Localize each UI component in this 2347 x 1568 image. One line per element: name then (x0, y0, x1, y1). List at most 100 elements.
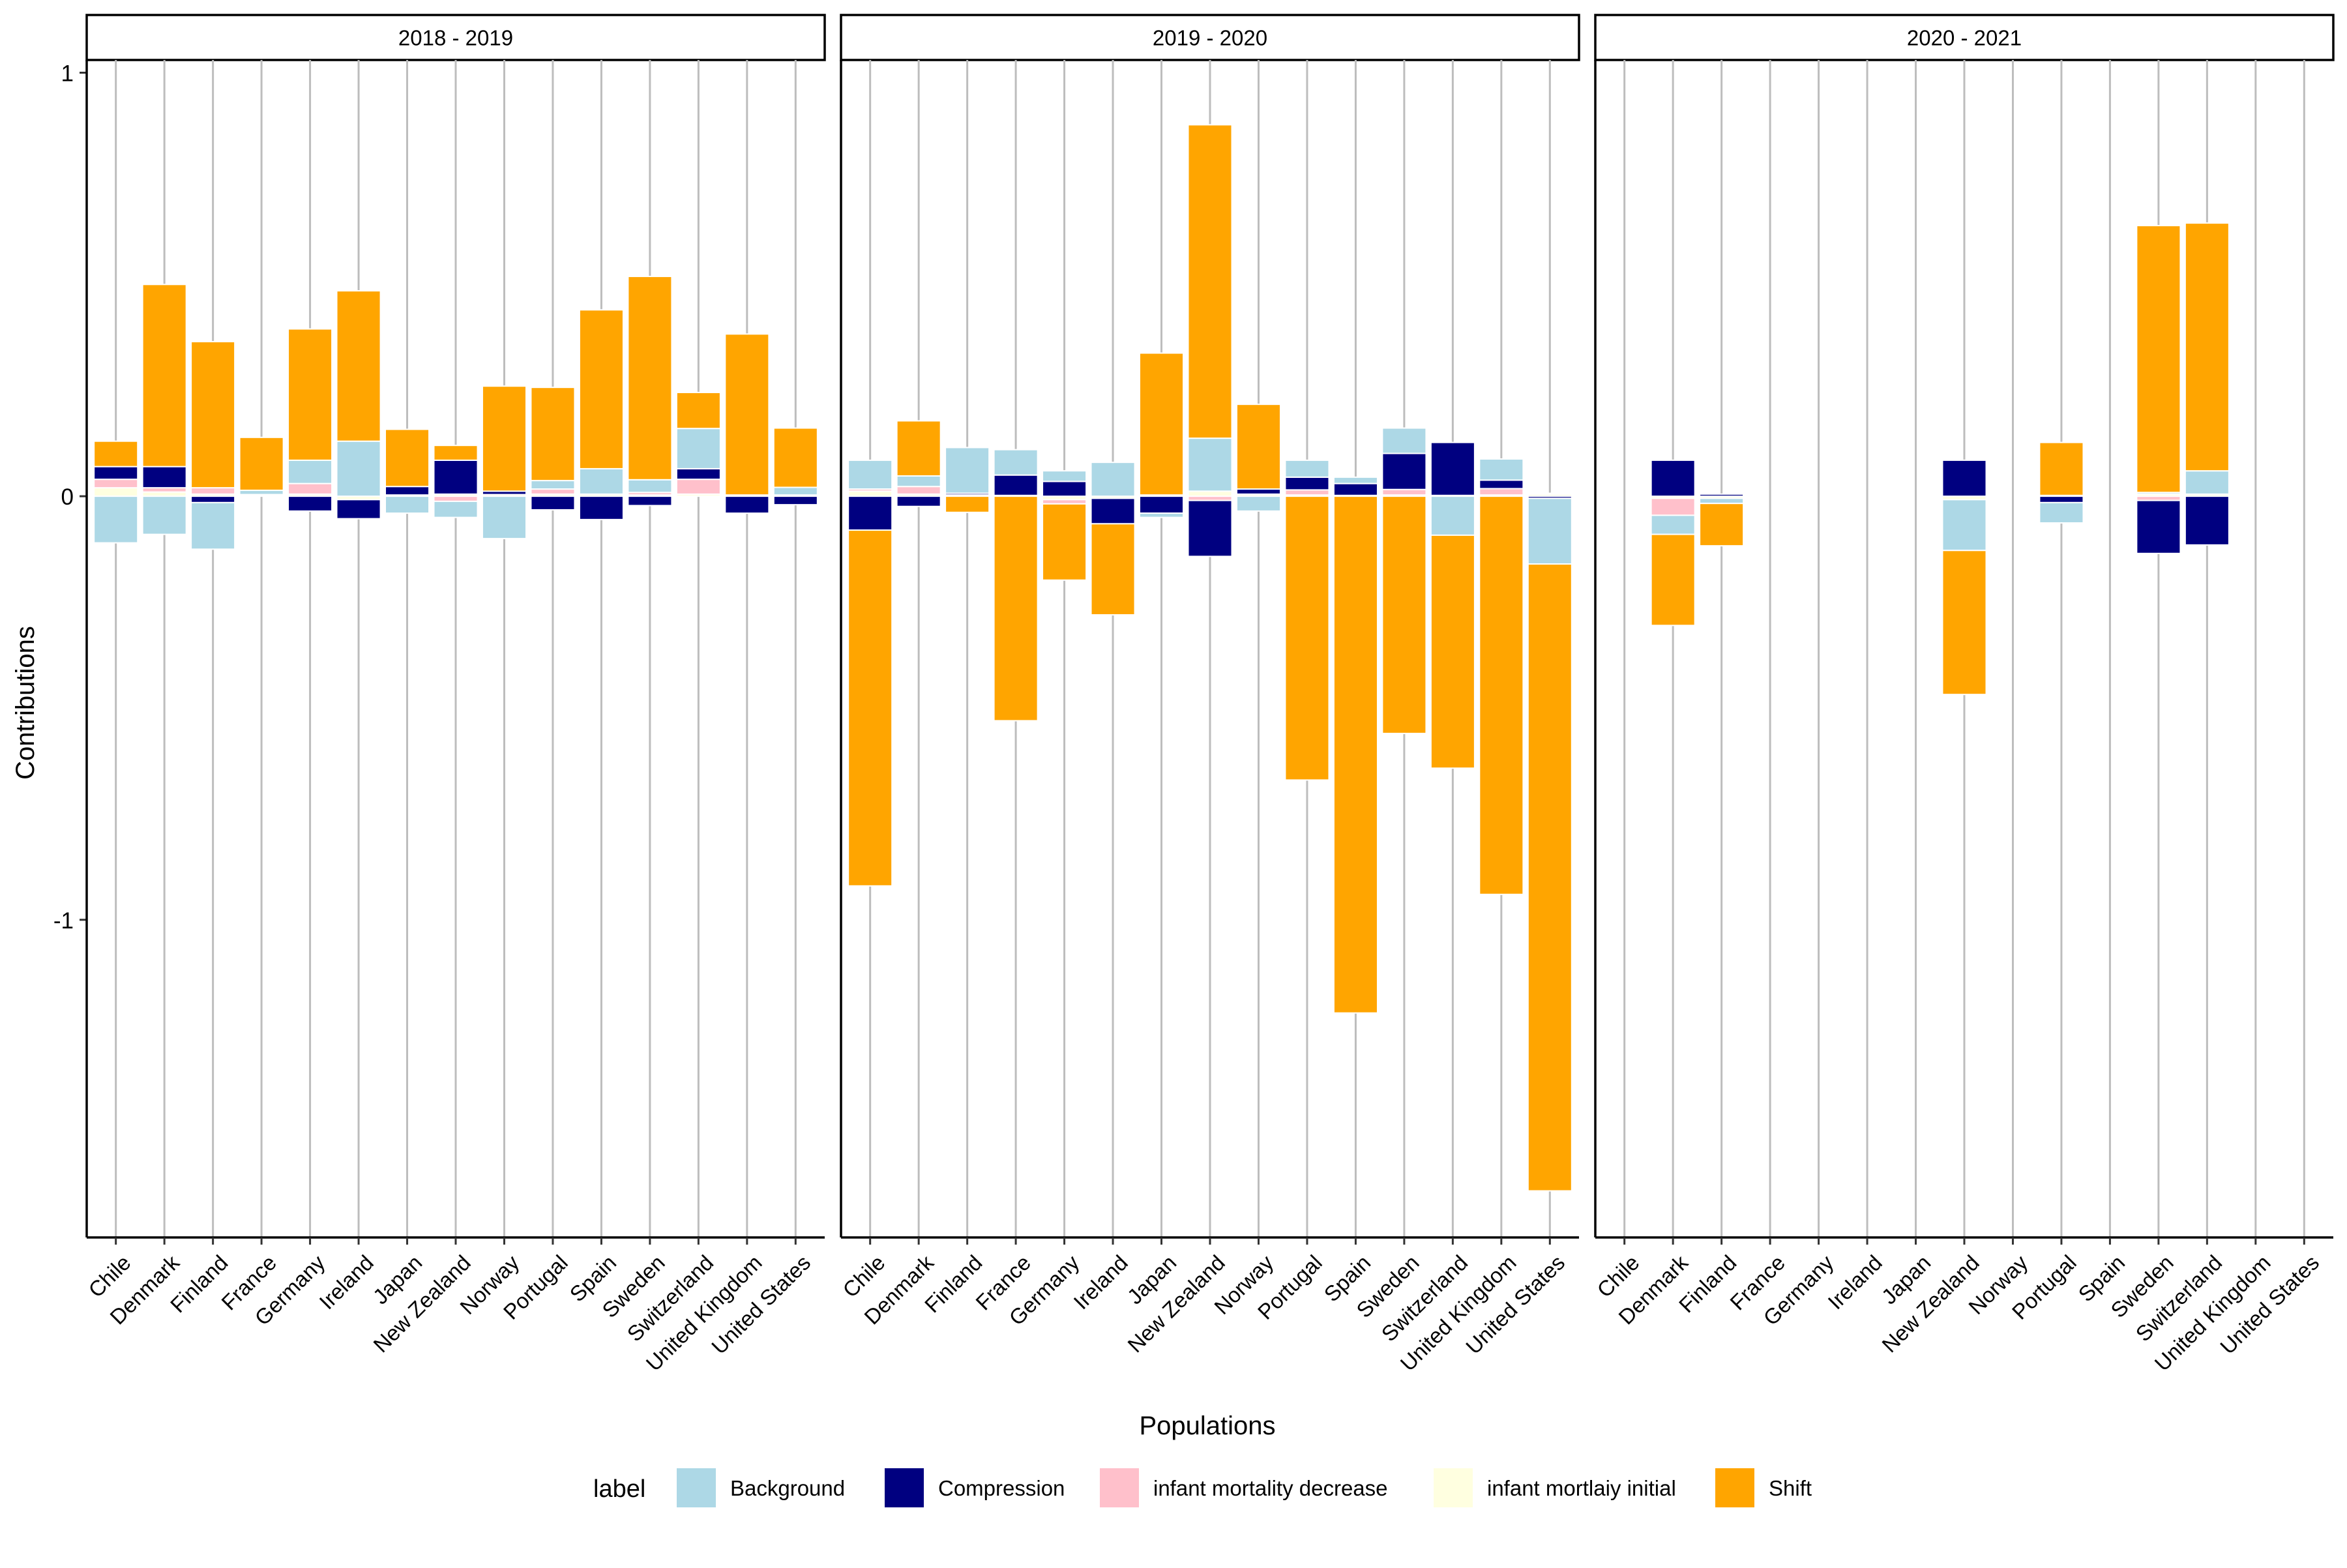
bar-segment-imd (433, 496, 479, 502)
bar-segment-compression (1235, 488, 1281, 495)
bar-segment-shift (2184, 222, 2230, 472)
bar-segment-background (848, 459, 893, 490)
x-tick-label: Ireland (1069, 1250, 1132, 1314)
bar-segment-shift (336, 290, 381, 442)
bar-segment-imi (93, 487, 139, 497)
bar-segment-background (993, 449, 1039, 476)
bar-segment-imd (190, 487, 236, 495)
panels: 2018 - 2019ChileDenmarkFinlandFranceGerm… (83, 14, 2335, 1376)
legend-label: infant mortlaiy initial (1487, 1476, 1676, 1500)
bar-segment-shift (993, 496, 1039, 722)
bar-segment-imd (896, 486, 941, 495)
bar-segment-shift (1284, 496, 1330, 781)
bar-segment-compression (896, 496, 941, 507)
bar-segment-shift (190, 341, 236, 489)
bar-segment-compression (1941, 459, 1987, 497)
bar-segment-compression (141, 466, 187, 489)
y-tick-label: 1 (61, 61, 74, 86)
bar-segment-background (1139, 512, 1185, 518)
bar-segment-shift (2136, 225, 2181, 494)
bar-segment-compression (627, 496, 673, 507)
bar-segment-background (945, 447, 990, 494)
bar-segment-compression (1381, 452, 1427, 490)
bar-segment-background (1284, 459, 1330, 478)
bar-segment-imd (1479, 488, 1524, 496)
bar-segment-shift (675, 391, 721, 430)
bar-segment-shift (578, 309, 624, 469)
bar-segment-background (1042, 470, 1087, 482)
bar-segment-compression (2184, 496, 2230, 546)
bar-segment-compression (724, 496, 770, 514)
bar-segment-background (773, 486, 818, 496)
bar-segment-imd (93, 479, 139, 489)
bar-segment-shift (848, 529, 893, 887)
bar-segment-imi (1187, 490, 1233, 497)
bar-segment-compression (2039, 496, 2084, 503)
bar-segment-shift (1090, 523, 1136, 616)
bar-segment-compression (1699, 493, 1745, 497)
bar-segment-background (1479, 458, 1524, 481)
bar-segment-compression (530, 496, 576, 510)
bar-segment-imd (675, 479, 721, 495)
legend-label: Compression (938, 1476, 1065, 1500)
panel-title: 2018 - 2019 (398, 26, 513, 50)
legend-swatch-background (677, 1468, 716, 1507)
bar-segment-compression (1139, 496, 1185, 514)
bar-segment-shift (1699, 503, 1745, 547)
bar-segment-shift (239, 436, 284, 492)
legend: label Background Compression infant mortali… (593, 1468, 1812, 1507)
panel-strip (840, 14, 1580, 61)
legend-label: infant mortality decrease (1153, 1476, 1388, 1500)
y-axis-title: Contributions (11, 626, 40, 780)
bar-segment-background (578, 467, 624, 495)
bar-segment-shift (896, 420, 941, 477)
bar-segment-imd (530, 488, 576, 495)
bar-segment-background (896, 475, 941, 488)
bar-segment-shift (945, 496, 990, 513)
bar-segment-background (336, 440, 381, 497)
bar-segment-shift (1333, 496, 1378, 1014)
bar-segment-background (1430, 496, 1475, 536)
x-tick-label: Ireland (1823, 1250, 1887, 1314)
bar-segment-shift (141, 284, 187, 467)
bar-segment-background (1381, 427, 1427, 454)
bar-segment-compression (848, 496, 893, 531)
panel: 2019 - 2020ChileDenmarkFinlandFranceGerm… (838, 14, 1580, 1376)
bar-segment-shift (1187, 124, 1233, 439)
bar-segment-compression (1333, 482, 1378, 496)
bar-segment-shift (433, 445, 479, 461)
bar-segment-shift (1235, 404, 1281, 490)
bar-segment-compression (1650, 459, 1696, 497)
legend-title: label (593, 1475, 645, 1503)
bar-segment-shift (1042, 503, 1087, 581)
x-tick-label: Ireland (314, 1250, 378, 1314)
bar-segment-compression (773, 496, 818, 506)
bar-segment-compression (336, 499, 381, 520)
bar-segment-background (433, 500, 479, 518)
y-axis: -1 0 1 (53, 61, 87, 934)
bar-segment-compression (190, 496, 236, 503)
bar-segment-background (288, 459, 333, 484)
bar-segment-shift (1941, 550, 1987, 696)
bar-segment-compression (675, 467, 721, 481)
bar-segment-imd (1650, 497, 1696, 516)
bar-segment-shift (288, 328, 333, 461)
panel: 2020 - 2021ChileDenmarkFinlandFranceGerm… (1592, 14, 2335, 1376)
bar-segment-shift (481, 385, 527, 492)
bar-segment-imd (1381, 488, 1427, 496)
bar-segment-imd (1284, 489, 1330, 496)
bar-segment-compression (1430, 441, 1475, 496)
bar-segment-background (1650, 514, 1696, 535)
bar-segment-shift (530, 387, 576, 482)
bar-segment-compression (2136, 499, 2181, 554)
bar-segment-shift (1381, 496, 1427, 734)
bar-segment-compression (433, 459, 479, 495)
bar-segment-background (1090, 462, 1136, 497)
bar-segment-background (530, 480, 576, 490)
legend-swatch-imi (1434, 1468, 1473, 1507)
x-axis-title: Populations (1139, 1412, 1275, 1440)
bar-segment-compression (385, 486, 430, 496)
bar-segment-background (2039, 501, 2084, 524)
bar-segment-background (1187, 437, 1233, 492)
